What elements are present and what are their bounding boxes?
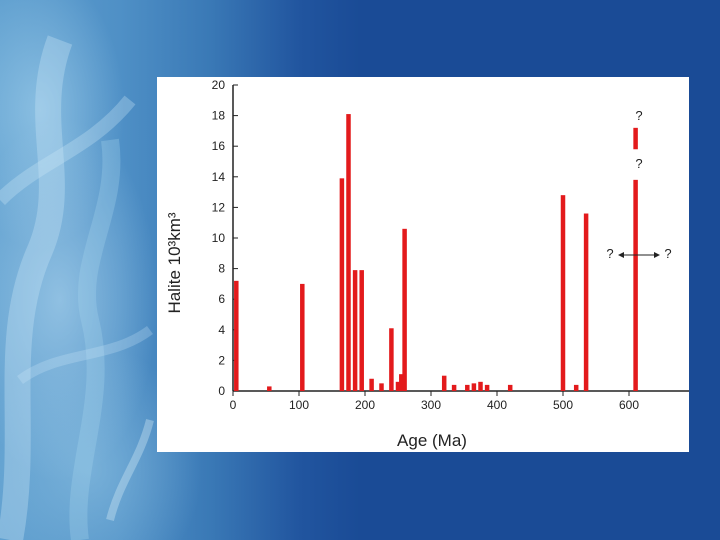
x-tick-label: 300 xyxy=(421,398,441,412)
y-tick-label: 20 xyxy=(212,78,226,92)
bar xyxy=(346,114,351,391)
x-tick-label: 400 xyxy=(487,398,507,412)
x-tick-label: 600 xyxy=(619,398,639,412)
bar xyxy=(399,374,404,391)
x-tick-label: 0 xyxy=(230,398,237,412)
bar xyxy=(395,381,401,391)
x-tick-label: 200 xyxy=(355,398,375,412)
question-mark-mid: ? xyxy=(635,156,642,171)
bar xyxy=(300,283,305,391)
y-tick-label: 12 xyxy=(212,200,226,214)
bar xyxy=(379,383,384,391)
y-tick-label: 4 xyxy=(218,323,225,337)
bar xyxy=(234,280,239,391)
bar xyxy=(471,383,477,391)
bar xyxy=(339,178,345,391)
y-axis: 0 2 4 6 8 10 12 14 16 18 20 xyxy=(212,78,238,398)
halite-bar-chart: 0 2 4 6 8 10 12 14 16 18 20 0 100 200 300 400 500 600 Ha… xyxy=(165,78,689,450)
bar xyxy=(478,381,483,391)
x-axis: 0 100 200 300 400 500 600 xyxy=(230,390,689,412)
bar xyxy=(484,384,490,391)
chart-panel: 0 2 4 6 8 10 12 14 16 18 20 0 100 200 300 400 500 600 Ha… xyxy=(157,77,689,452)
question-mark-left: ? xyxy=(606,246,613,261)
bar xyxy=(583,213,589,391)
y-tick-label: 14 xyxy=(212,170,226,184)
bar xyxy=(633,179,638,391)
y-tick-label: 2 xyxy=(218,353,225,367)
x-tick-label: 100 xyxy=(289,398,309,412)
y-tick-label: 10 xyxy=(212,231,226,245)
y-tick-label: 8 xyxy=(218,262,225,276)
bar xyxy=(451,384,457,391)
bar xyxy=(402,228,407,391)
bar xyxy=(369,378,374,391)
question-mark-top: ? xyxy=(635,108,642,123)
y-tick-label: 6 xyxy=(218,292,225,306)
bar xyxy=(573,384,579,391)
bar xyxy=(359,270,364,391)
uncertain-bar-segment xyxy=(633,127,638,150)
y-tick-label: 16 xyxy=(212,139,226,153)
bar xyxy=(352,270,358,391)
y-tick-label: 18 xyxy=(212,109,226,123)
bar xyxy=(507,384,513,391)
bar xyxy=(560,195,566,391)
bars xyxy=(234,114,638,391)
bar xyxy=(441,375,447,391)
y-axis-title: Halite 10³km³ xyxy=(165,212,184,313)
x-tick-label: 500 xyxy=(553,398,573,412)
question-mark-right: ? xyxy=(664,246,671,261)
double-arrow-icon xyxy=(618,252,660,258)
bar xyxy=(389,328,394,391)
x-axis-title: Age (Ma) xyxy=(397,431,467,450)
bar xyxy=(267,386,272,391)
y-tick-label: 0 xyxy=(218,384,225,398)
bar xyxy=(465,384,470,391)
